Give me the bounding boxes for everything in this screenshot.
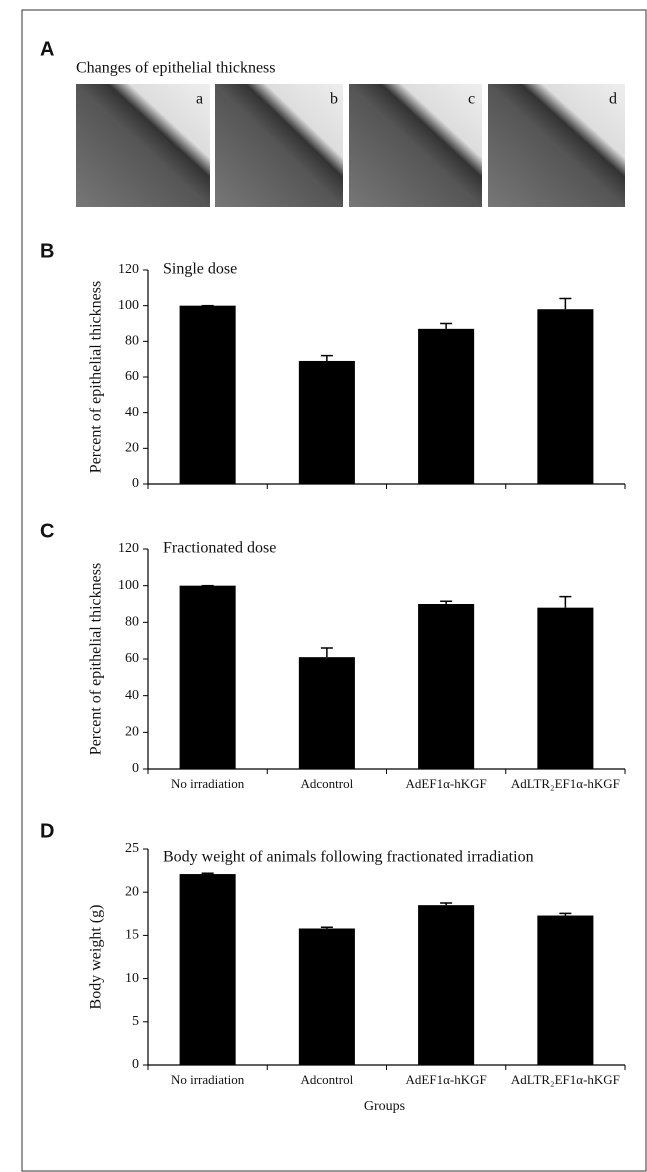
y-tick-label: 25 [125, 841, 139, 856]
bar [180, 306, 236, 484]
bar [299, 657, 355, 769]
bar [418, 604, 474, 769]
x-tick-label: No irradiation [171, 1072, 245, 1087]
micrograph [215, 84, 343, 207]
error-bar [440, 324, 452, 329]
x-tick-label: No irradiation [171, 776, 245, 791]
y-tick-label: 0 [132, 476, 139, 491]
error-bar [321, 927, 333, 928]
panel-letter: D [40, 820, 54, 842]
bar [418, 905, 474, 1065]
y-tick-label: 80 [125, 334, 139, 349]
bar [299, 928, 355, 1065]
y-tick-label: 60 [125, 369, 139, 384]
micrograph [76, 84, 210, 207]
error-bar [202, 873, 214, 874]
y-axis-label: Percent of epithelial thickness [88, 281, 105, 473]
y-tick-label: 0 [132, 761, 139, 776]
error-bar [321, 356, 333, 361]
bar [537, 916, 593, 1065]
micrograph [349, 84, 482, 207]
y-tick-label: 5 [132, 1014, 139, 1029]
image-label: b [330, 91, 338, 108]
y-tick-label: 15 [125, 928, 139, 943]
error-bar [440, 903, 452, 905]
y-tick-label: 100 [118, 578, 139, 593]
y-tick-label: 0 [132, 1057, 139, 1072]
y-axis-label: Percent of epithelial thickness [88, 563, 105, 755]
bar [537, 608, 593, 769]
error-bar [559, 299, 571, 310]
y-tick-label: 20 [125, 441, 139, 456]
bar [180, 874, 236, 1065]
chart-title: Body weight of animals following fractio… [163, 849, 534, 866]
x-tick-label: AdEF1α-hKGF [406, 1072, 487, 1087]
y-tick-label: 10 [125, 971, 139, 986]
error-bar [559, 597, 571, 608]
figure: A Changes of epithelial thickness a b c … [0, 0, 647, 1172]
micrograph-row: a b c d [76, 84, 625, 207]
panel-letter: B [40, 240, 54, 262]
x-tick-label: Adcontrol [301, 1072, 354, 1087]
error-bar [559, 913, 571, 915]
panel-letter: A [40, 38, 54, 60]
y-tick-label: 20 [125, 884, 139, 899]
image-label: c [468, 91, 475, 108]
panel-title: Changes of epithelial thickness [76, 60, 276, 77]
panel-letter: C [40, 520, 54, 542]
x-tick-label: AdLTR₂EF1α-hKGF [511, 1072, 620, 1087]
image-label: d [609, 91, 617, 108]
x-axis-label: Groups [364, 1099, 405, 1114]
x-tick-label: AdEF1α-hKGF [406, 776, 487, 791]
y-tick-label: 40 [125, 688, 139, 703]
y-axis-label: Body weight (g) [88, 905, 105, 1010]
bar [299, 361, 355, 484]
error-bar [440, 601, 452, 604]
y-tick-label: 100 [118, 298, 139, 313]
y-tick-label: 80 [125, 615, 139, 630]
bar [537, 309, 593, 484]
micrograph [488, 84, 625, 207]
y-tick-label: 120 [118, 262, 139, 277]
x-tick-label: AdLTR₂EF1α-hKGF [511, 776, 620, 791]
y-tick-label: 120 [118, 541, 139, 556]
bar [418, 329, 474, 484]
y-tick-label: 20 [125, 725, 139, 740]
error-bar [321, 648, 333, 657]
x-tick-label: Adcontrol [301, 776, 354, 791]
y-tick-label: 40 [125, 405, 139, 420]
chart-title: Fractionated dose [163, 540, 276, 557]
image-label: a [196, 91, 203, 108]
y-tick-label: 60 [125, 651, 139, 666]
bar [180, 586, 236, 769]
chart-title: Single dose [163, 261, 237, 278]
